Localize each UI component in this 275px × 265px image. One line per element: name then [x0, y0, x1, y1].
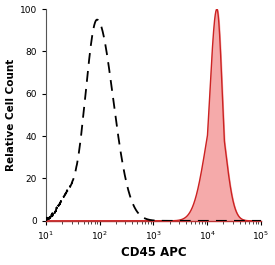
Y-axis label: Relative Cell Count: Relative Cell Count — [6, 59, 16, 171]
X-axis label: CD45 APC: CD45 APC — [121, 246, 186, 259]
